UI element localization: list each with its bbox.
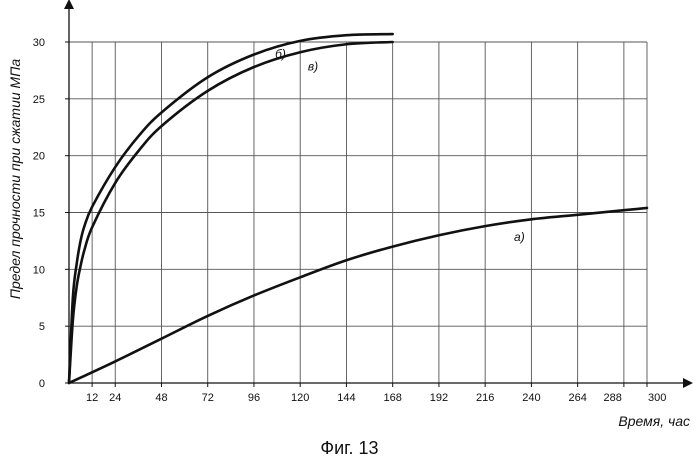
x-tick-label: 168 xyxy=(384,392,402,404)
y-tick-label: 30 xyxy=(33,37,45,49)
series-line-b xyxy=(69,34,393,383)
y-tick-label: 20 xyxy=(33,151,45,163)
x-tick-label: 288 xyxy=(604,392,622,404)
y-tick-label: 5 xyxy=(39,321,45,333)
y-tick-label: 10 xyxy=(33,264,45,276)
x-tick-label: 120 xyxy=(291,392,309,404)
figure-caption: Фиг. 13 xyxy=(0,438,699,459)
series-label-a: а) xyxy=(514,230,525,244)
x-tick-label: 216 xyxy=(476,392,494,404)
x-tick-label: 96 xyxy=(248,392,260,404)
x-tick-labels: 12 24 48 72 96 120 144 168 192 216 240 264 288 300 xyxy=(86,392,666,404)
series-labels: а) б) в) xyxy=(275,47,525,244)
x-tick-label: 12 xyxy=(86,392,98,404)
x-tick-label: 48 xyxy=(155,392,167,404)
y-axis-title: Предел прочности при сжатии МПа xyxy=(7,59,23,299)
y-tick-labels: 0 5 10 15 20 25 30 xyxy=(33,37,45,390)
grid xyxy=(69,42,647,383)
x-tick-label: 24 xyxy=(109,392,121,404)
x-tick-label: 192 xyxy=(430,392,448,404)
y-tick-label: 25 xyxy=(33,94,45,106)
x-tick-label: 264 xyxy=(568,392,586,404)
x-tick-label: 240 xyxy=(522,392,540,404)
series-label-b: б) xyxy=(275,47,286,61)
x-tick-label: 72 xyxy=(202,392,214,404)
x-tick-label: 144 xyxy=(337,392,355,404)
series-line-a xyxy=(69,208,647,383)
series xyxy=(69,34,647,383)
x-tick-label: 300 xyxy=(648,392,666,404)
y-tick-label: 15 xyxy=(33,208,45,220)
y-tick-label: 0 xyxy=(39,378,45,390)
series-label-v: в) xyxy=(308,59,318,73)
axes xyxy=(65,4,688,387)
x-axis-title: Время, час xyxy=(618,413,690,429)
